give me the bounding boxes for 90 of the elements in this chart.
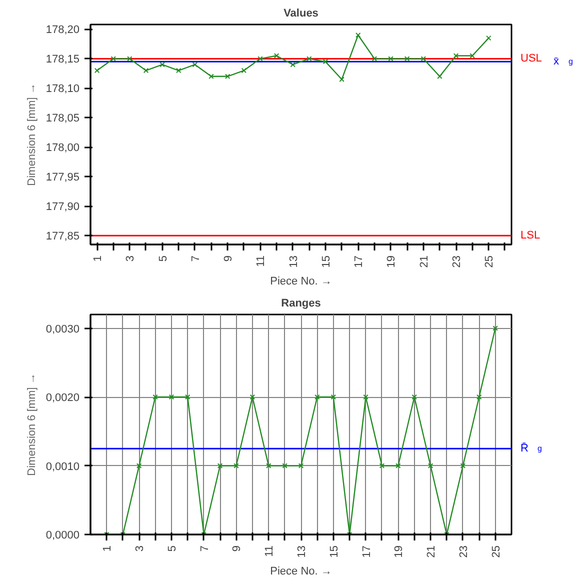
x-tick-label: 23 <box>451 255 464 268</box>
x-tick-label: 19 <box>393 545 406 558</box>
x-tick-label: 25 <box>484 255 496 268</box>
point <box>339 76 344 82</box>
point <box>176 68 182 74</box>
chart-title: Ranges <box>281 298 321 310</box>
point <box>476 394 482 400</box>
y-tick-label: 178,20 <box>46 24 80 36</box>
x-tick-label: 23 <box>458 545 470 558</box>
point <box>363 394 368 400</box>
y-tick-label: 0,0030 <box>46 323 80 336</box>
x-tick-label: 15 <box>328 545 340 558</box>
point <box>217 463 223 468</box>
point <box>110 56 116 62</box>
point <box>127 56 132 62</box>
y-tick-label: 0,0010 <box>46 460 80 473</box>
point <box>274 53 280 58</box>
x-tick-label: 25 <box>490 545 502 558</box>
x-tick-label: 13 <box>296 545 308 558</box>
point <box>143 68 149 74</box>
point <box>152 394 158 400</box>
point <box>290 62 296 68</box>
point <box>250 394 256 400</box>
point <box>437 74 442 80</box>
x-tick-label: 21 <box>418 255 430 268</box>
point <box>322 59 328 64</box>
point <box>168 394 174 400</box>
y-tick-label: 178,00 <box>46 142 80 154</box>
x-axis-title: Piece No. → <box>270 276 332 288</box>
point <box>388 56 394 62</box>
point <box>306 56 312 62</box>
x-tick-label: 3 <box>124 255 137 262</box>
point <box>372 56 378 62</box>
x-axis-title: Piece No. → <box>270 566 332 578</box>
y-tick-label: 177,90 <box>46 201 80 214</box>
point <box>453 53 459 58</box>
point <box>470 53 475 58</box>
point <box>192 62 198 68</box>
chart-title: Values <box>284 8 318 20</box>
point <box>185 394 190 400</box>
point <box>428 463 434 468</box>
y-axis-title: Dimension 6 [mm] → <box>26 83 38 186</box>
point <box>258 56 263 62</box>
point <box>412 394 417 400</box>
point <box>282 463 288 468</box>
x-tick-label: 15 <box>320 255 332 268</box>
point <box>396 463 401 468</box>
point <box>314 394 320 400</box>
x-tick-label: 17 <box>360 545 373 558</box>
x-tick-label: 11 <box>255 255 268 267</box>
point <box>460 463 466 468</box>
x-tick-label: 13 <box>288 255 300 268</box>
x-tick-label: 21 <box>426 545 438 558</box>
point <box>298 463 304 468</box>
x-tick-label: 17 <box>353 255 366 268</box>
ref-line-label: USL <box>520 52 542 65</box>
x-tick-label: 9 <box>222 255 235 262</box>
ref-line-label: x̄g <box>554 56 573 68</box>
y-tick-label: 177,85 <box>46 230 80 243</box>
point <box>379 463 385 468</box>
point <box>404 56 410 62</box>
point <box>136 463 142 468</box>
x-tick-label: 11 <box>264 545 276 557</box>
x-tick-label: 7 <box>198 545 211 552</box>
point <box>330 394 336 400</box>
x-tick-label: 5 <box>166 545 178 552</box>
y-tick-label: 0,0020 <box>46 392 80 404</box>
x-tick-label: 5 <box>157 255 170 262</box>
y-tick-label: 178,15 <box>46 54 80 66</box>
x-tick-label: 3 <box>134 545 146 552</box>
point <box>224 74 230 80</box>
y-axis-title: Dimension 6 [mm] → <box>26 373 38 476</box>
point <box>266 463 272 468</box>
x-tick-label: 1 <box>102 545 114 552</box>
x-tick-label: 9 <box>231 545 244 552</box>
point <box>355 32 361 38</box>
x-tick-label: 19 <box>386 255 398 268</box>
point <box>234 463 239 468</box>
y-tick-label: 178,05 <box>46 112 80 125</box>
x-tick-label: 7 <box>190 255 202 262</box>
point <box>160 62 165 68</box>
y-tick-label: 0,0000 <box>46 530 80 542</box>
y-tick-label: 177,95 <box>46 172 80 184</box>
y-tick-label: 178,10 <box>46 83 80 96</box>
x-tick-label: 1 <box>92 255 104 262</box>
ref-line-label: LSL <box>520 230 540 242</box>
point <box>420 56 426 62</box>
ref-line-label: R̄g <box>520 442 542 455</box>
point <box>208 74 214 80</box>
point <box>241 68 247 74</box>
